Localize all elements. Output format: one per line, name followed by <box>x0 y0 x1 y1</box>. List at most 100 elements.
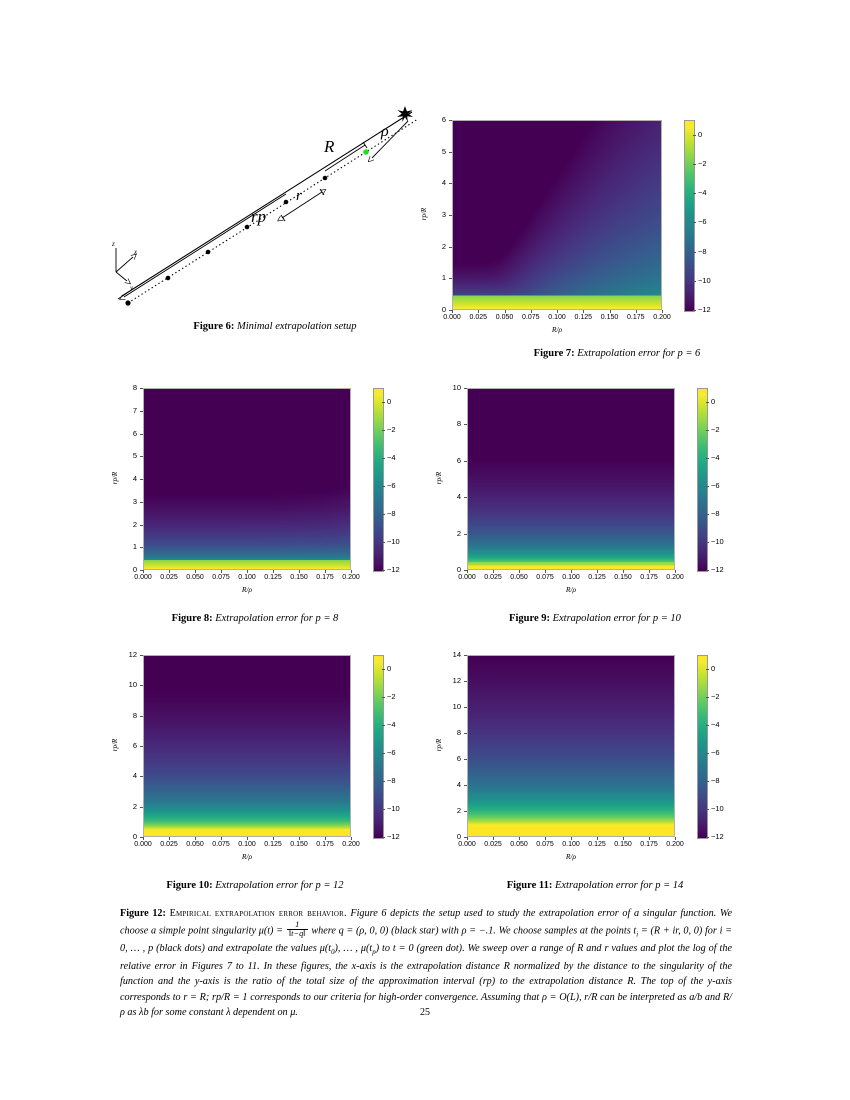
figure8-ytick-label: 8 <box>132 383 137 392</box>
figure10-colorbar <box>373 655 384 839</box>
figure10-ytick-mark <box>140 715 143 717</box>
figure-6-caption: Figure 6: Minimal extrapolation setup <box>100 320 450 334</box>
figure11-cbar-tick-mark <box>706 837 709 838</box>
figure7-ytick-label: 1 <box>441 273 446 283</box>
figure10-plot-area <box>143 655 351 837</box>
figure10-colorbar-gradient <box>373 655 384 839</box>
figure10-xtick-mark <box>169 837 170 840</box>
figure9-cbar-tick-label: −4 <box>711 453 720 462</box>
figure11-ytick-label: 6 <box>456 754 461 763</box>
figure8-xtick-label: 0.175 <box>316 574 334 581</box>
figure11-cbar-tick-label: −2 <box>711 692 720 701</box>
label-rp: rp <box>251 207 266 226</box>
figure10-cbar-tick-label: −10 <box>387 804 400 813</box>
figure7-xtick-label: 0.000 <box>443 314 461 321</box>
figure8-cbar-tick-mark <box>382 570 385 571</box>
figure7-ytick-label: 2 <box>441 241 446 251</box>
figure8-heatmap-canvas <box>143 388 351 570</box>
figure10-ytick-label: 4 <box>132 771 137 781</box>
figure9-colorbar <box>697 388 708 572</box>
figure11-caption: Figure 11: Extrapolation error for p = 1… <box>400 879 790 893</box>
figure9-xtick-label: 0.175 <box>640 574 658 581</box>
figure9-ytick-label: 10 <box>452 383 461 392</box>
figure-12-mu-t: μ(t) = <box>258 925 286 937</box>
figure9-ytick-label: 0 <box>456 565 461 574</box>
figure-12-sub-p: p <box>372 948 376 956</box>
figure10-yaxis-label: rp/R <box>111 738 119 752</box>
figure8-ytick-mark <box>140 456 143 458</box>
figure7-cbar-tick-mark <box>693 193 696 195</box>
figure7-plot-area <box>452 120 662 310</box>
sample-dot <box>125 300 131 306</box>
figure9-ytick-mark <box>464 388 467 389</box>
figure10-panel: 0 2 4 6 8 10 12 0.000 0.025 0.050 0.075 0.100 0.125 0… <box>111 650 400 861</box>
figure7-xaxis-label: R/ρ <box>551 325 563 334</box>
figure11-xtick-mark <box>467 837 468 840</box>
figure-12-text-4: ), … , μ(t <box>334 942 373 954</box>
figure7-xtick-mark <box>609 310 611 313</box>
figure8-xtick-mark <box>195 570 196 573</box>
figure11-cbar-tick-label: −4 <box>711 720 720 729</box>
figure8-cbar-tick-mark <box>382 542 385 543</box>
figure9-xtick-label: 0.150 <box>614 574 632 581</box>
figure11-cbar-tick-mark <box>706 753 709 754</box>
figure7-ytick-label: 6 <box>441 115 446 124</box>
figure7-cbar-tick-mark <box>693 310 696 311</box>
figure8-colorbar-gradient <box>373 388 384 572</box>
figure-6-schematic: rp r R ρ z x y Figure 6: Minimal extrapo… <box>100 100 450 350</box>
figure7-cbar-tick-mark <box>693 163 696 165</box>
figure8-ytick-mark <box>140 570 143 571</box>
figure7-cbar-tick-mark <box>693 222 696 224</box>
figure10-xaxis-label: R/ρ <box>241 852 253 861</box>
figure8-ytick-label: 1 <box>132 542 137 552</box>
figure9-xtick-mark <box>623 570 624 573</box>
label-rho: ρ <box>380 123 389 140</box>
R-bracket <box>324 141 368 172</box>
measurement-solid-line <box>121 111 413 297</box>
figure11-cbar-tick-label: −8 <box>711 776 720 785</box>
figure9-xtick-mark <box>545 570 546 573</box>
figure9-xaxis-label: R/ρ <box>565 585 577 594</box>
figure8-ytick-mark <box>140 433 143 435</box>
figure7-xtick-label: 0.075 <box>521 314 540 321</box>
axis-label-z: z <box>111 240 115 248</box>
sample-dot <box>205 249 211 255</box>
figure8-cbar-tick-mark <box>382 430 385 431</box>
figure-6-diagram: rp r R ρ z x y <box>100 100 450 325</box>
figure10-caption: Figure 10: Extrapolation error for p = 1… <box>60 879 450 893</box>
figure7-cbar-tick-label: −12 <box>698 305 711 314</box>
figure9-ytick-label: 2 <box>456 528 461 538</box>
figure7-xtick-mark <box>530 310 532 313</box>
figure7-cbar-tick-mark <box>693 134 696 136</box>
figure9-cbar-tick-mark <box>706 402 709 403</box>
figure8-xtick-mark <box>325 570 326 573</box>
figure9-cbar-tick-label: −8 <box>711 509 720 518</box>
figure9-ytick-label: 6 <box>456 455 461 465</box>
figure7-xtick-label: 0.175 <box>626 314 645 321</box>
figure10-xtick-label: 0.150 <box>290 841 308 848</box>
figure-12-text-3: = (R + ir, 0, 0) for i = 0, … , p (black… <box>120 925 733 954</box>
black-star-singularity <box>397 106 413 122</box>
figure10-xtick-mark <box>273 837 274 840</box>
figure8-xaxis-label: R/ρ <box>241 585 253 594</box>
figure7-cbar-tick-mark <box>693 251 696 253</box>
figure9-colorbar-gradient <box>697 388 708 572</box>
figure11-caption-text: Extrapolation error for p = 14 <box>552 880 684 891</box>
figure8-ytick-mark <box>140 479 143 480</box>
figure11-panel: 0 2 4 6 8 10 12 14 0.000 0.025 0.050 0.075 0.100 0.12… <box>435 650 724 861</box>
figure8-ytick-label: 2 <box>132 519 137 529</box>
label-r: r <box>296 188 302 204</box>
figure10-cbar-tick-mark <box>382 669 385 670</box>
figure11-heatmap-canvas <box>467 655 675 837</box>
figure7-ytick-mark <box>449 246 452 248</box>
figure8-colorbar <box>373 388 384 572</box>
figure11-ytick-label: 0 <box>456 832 461 841</box>
figure7-caption: Figure 7: Extrapolation error for p = 6 <box>452 347 782 361</box>
figure9-xtick-mark <box>571 570 572 573</box>
figure9-xtick-label: 0.075 <box>536 574 554 581</box>
figure7-cbar-tick-label: −4 <box>698 188 707 198</box>
figure9-caption-text: Extrapolation error for p = 10 <box>549 613 681 624</box>
rho-bracket <box>372 120 409 158</box>
figure11-xtick-mark <box>571 837 572 840</box>
figure11-xtick-label: 0.050 <box>510 841 528 848</box>
